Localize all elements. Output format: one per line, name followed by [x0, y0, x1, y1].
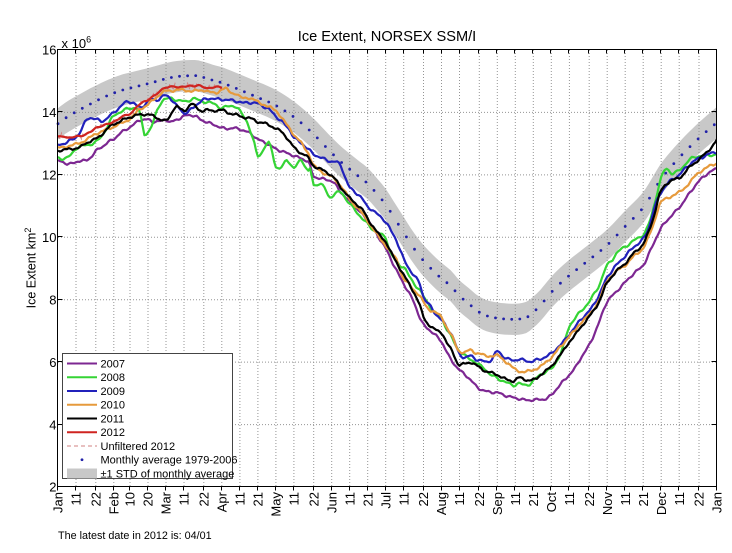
svg-text:22: 22 — [306, 492, 321, 506]
svg-text:22: 22 — [582, 492, 597, 506]
svg-text:10: 10 — [42, 230, 56, 245]
svg-text:22: 22 — [472, 492, 487, 506]
svg-text:Mar: Mar — [159, 491, 174, 514]
svg-text:Dec: Dec — [654, 492, 669, 516]
svg-text:11: 11 — [508, 492, 523, 506]
svg-text:11: 11 — [69, 492, 84, 506]
svg-text:11: 11 — [287, 492, 302, 506]
svg-text:11: 11 — [672, 492, 687, 506]
svg-text:22: 22 — [692, 492, 707, 506]
svg-text:10: 10 — [123, 492, 138, 506]
svg-text:x 106: x 106 — [62, 35, 92, 52]
svg-text:4: 4 — [49, 417, 56, 432]
svg-text:21: 21 — [251, 492, 266, 506]
svg-text:21: 21 — [636, 492, 651, 506]
svg-text:Apr: Apr — [215, 491, 230, 512]
svg-text:11: 11 — [177, 492, 192, 506]
svg-text:Jan: Jan — [710, 492, 725, 513]
svg-text:11: 11 — [342, 492, 357, 506]
svg-text:2012: 2012 — [101, 427, 125, 439]
svg-text:2008: 2008 — [101, 372, 125, 384]
svg-text:Feb: Feb — [107, 492, 122, 514]
svg-text:11: 11 — [562, 492, 577, 506]
svg-text:May: May — [269, 492, 284, 517]
svg-text:Jul: Jul — [378, 492, 393, 509]
svg-text:Nov: Nov — [600, 492, 615, 516]
svg-text:14: 14 — [42, 105, 56, 120]
svg-text:22: 22 — [416, 492, 431, 506]
svg-text:11: 11 — [452, 492, 467, 506]
svg-text:Monthly average 1979-2006: Monthly average 1979-2006 — [101, 455, 238, 467]
svg-text:12: 12 — [42, 168, 56, 183]
svg-text:Ice Extent km2: Ice Extent km2 — [23, 228, 39, 309]
svg-text:20: 20 — [141, 492, 156, 506]
svg-text:Aug: Aug — [434, 492, 449, 515]
svg-text:Unfiltered 2012: Unfiltered 2012 — [101, 441, 176, 453]
svg-text:Jan: Jan — [51, 492, 66, 513]
svg-text:16: 16 — [42, 43, 56, 58]
svg-text:2011: 2011 — [101, 413, 125, 425]
svg-text:2: 2 — [49, 480, 56, 495]
svg-text:±1 STD of monthly average: ±1 STD of monthly average — [101, 468, 235, 480]
svg-text:21: 21 — [360, 492, 375, 506]
svg-text:2010: 2010 — [101, 400, 125, 412]
svg-text:22: 22 — [197, 492, 212, 506]
svg-text:6: 6 — [49, 355, 56, 370]
svg-text:The latest date in 2012 is: 04: The latest date in 2012 is: 04/01 — [58, 530, 212, 542]
svg-text:22: 22 — [89, 492, 104, 506]
svg-text:2009: 2009 — [101, 386, 125, 398]
svg-text:8: 8 — [49, 292, 56, 307]
svg-text:11: 11 — [618, 492, 633, 506]
svg-text:Jun: Jun — [324, 492, 339, 513]
svg-text:Sep: Sep — [490, 492, 505, 515]
svg-text:11: 11 — [396, 492, 411, 506]
svg-text:Ice Extent, NORSEX SSM/I: Ice Extent, NORSEX SSM/I — [298, 29, 476, 45]
svg-text:11: 11 — [233, 492, 248, 506]
svg-text:21: 21 — [526, 492, 541, 506]
svg-text:Oct: Oct — [544, 492, 559, 513]
svg-text:2007: 2007 — [101, 358, 125, 370]
